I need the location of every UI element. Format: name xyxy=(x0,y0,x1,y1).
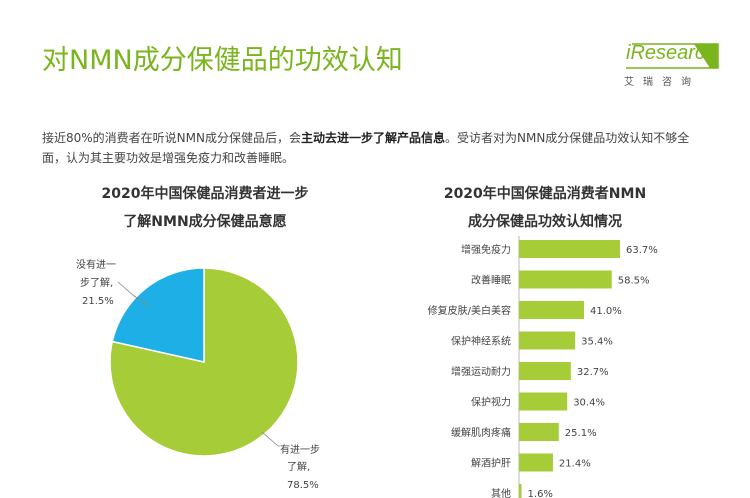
pie-title-line1: 2020年中国保健品消费者进一步 xyxy=(101,186,309,202)
bar-value-label-2: 41.0% xyxy=(590,306,622,317)
bar-value-label-8: 1.6% xyxy=(528,489,553,498)
iresearch-logo: iResearch 艾瑞咨询 xyxy=(622,40,722,88)
bar-4 xyxy=(519,362,571,380)
bar-chart-title: 2020年中国保健品消费者NMN 成分保健品功效认知情况 xyxy=(405,180,685,236)
pie-label-0-line1: 有进一步 xyxy=(280,443,320,456)
bar-5 xyxy=(519,392,568,411)
intro-text-2: 。受访者对为NMN成分保健品功效认知不够全面，认为其主要功效是增强免疫力和改善睡… xyxy=(42,131,690,165)
bar-category-label-4: 增强运动耐力 xyxy=(451,365,511,378)
bar-value-label-1: 58.5% xyxy=(618,276,650,287)
intro-text-1: 接近80%的消费者在听说NMN成分保健品后，会 xyxy=(42,131,301,145)
bar-value-label-0: 63.7% xyxy=(626,245,658,256)
bar-8 xyxy=(519,484,522,498)
pie-value-label-1: 21.5% xyxy=(82,296,114,307)
bar-6 xyxy=(519,423,559,441)
pie-label-1-line2: 步了解, xyxy=(80,276,113,289)
logo-frame-icon xyxy=(626,43,719,69)
pie-value-label-0: 78.5% xyxy=(287,480,319,491)
bar-value-label-6: 25.1% xyxy=(565,428,597,439)
logo-subtitle: 艾瑞咨询 xyxy=(624,77,700,88)
bar-1 xyxy=(519,270,612,289)
bar-category-label-6: 缓解肌肉疼痛 xyxy=(451,426,511,439)
bar-category-label-1: 改善睡眠 xyxy=(471,274,511,287)
pie-chart-title: 2020年中国保健品消费者进一步 了解NMN成分保健品意愿 xyxy=(70,180,340,236)
bar-value-label-3: 35.4% xyxy=(581,337,613,348)
pie-label-0-line2: 了解, xyxy=(287,460,310,473)
pie-label-1-line1: 没有进一 xyxy=(76,258,116,271)
bar-category-label-7: 解酒护肝 xyxy=(471,457,511,470)
bar-2 xyxy=(519,301,585,319)
pie-title-line2: 了解NMN成分保健品意愿 xyxy=(123,214,287,230)
logo-text: iResearch xyxy=(626,42,717,64)
bar-0 xyxy=(519,240,620,258)
intro-bold-text: 主动去进一步了解产品信息 xyxy=(300,131,445,145)
bar-category-label-0: 增强免疫力 xyxy=(461,243,511,256)
bar-7 xyxy=(519,453,553,472)
bar-category-label-8: 其他 xyxy=(491,487,511,498)
bar-title-line2: 成分保健品功效认知情况 xyxy=(468,214,622,230)
bar-3 xyxy=(519,331,576,350)
page-title: 对NMN成分保健品的功效认知 xyxy=(42,45,403,76)
pie-leader-line-1 xyxy=(117,281,151,307)
bar-category-label-5: 保护视力 xyxy=(471,396,511,409)
bar-value-label-5: 30.4% xyxy=(573,398,605,409)
bar-title-line1: 2020年中国保健品消费者NMN xyxy=(443,186,647,202)
pie-leader-line-0 xyxy=(261,431,280,447)
pie-slice-1 xyxy=(111,267,205,363)
bar-value-label-4: 32.7% xyxy=(577,367,609,378)
bar-value-label-7: 21.4% xyxy=(559,459,591,470)
bar-category-label-3: 保护神经系统 xyxy=(451,335,511,348)
intro-paragraph: 接近80%的消费者在听说NMN成分保健品后，会主动去进一步了解产品信息。受访者对… xyxy=(42,128,712,168)
bar-category-label-2: 修复皮肤/美白美容 xyxy=(428,304,511,317)
